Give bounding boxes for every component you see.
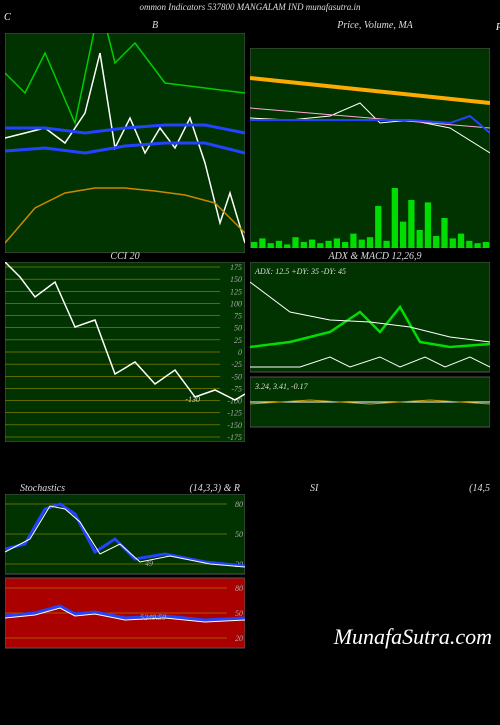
adx-title: ADX & MACD 12,26,9: [250, 251, 500, 262]
cci-chart: 1751501251007550250-25-50-75-100-125-150…: [0, 262, 250, 442]
bb-title: B: [152, 20, 158, 31]
svg-text:ADX: 12.5 +DY: 35 -DY: 45: ADX: 12.5 +DY: 35 -DY: 45: [254, 267, 346, 276]
svg-text:-75: -75: [231, 384, 242, 393]
adx-chart: ADX: 12.5 +DY: 35 -DY: 45 3.24, 3.41, -0.…: [250, 262, 500, 432]
header-title: ommon Indicators 537800 MANGALAM IND mun…: [140, 2, 361, 12]
stoch-chart: 805020498050205249.50: [0, 494, 250, 654]
rsi-title-right: (14,5: [469, 483, 500, 494]
svg-text:50: 50: [235, 530, 243, 539]
svg-text:49: 49: [145, 559, 153, 568]
svg-text:-150: -150: [227, 421, 242, 430]
svg-text:-125: -125: [227, 409, 242, 418]
svg-text:50: 50: [235, 609, 243, 618]
ma-chart: [250, 48, 500, 248]
svg-text:175: 175: [230, 263, 242, 272]
stoch-title-left: Stochastics: [20, 483, 65, 494]
svg-text:0: 0: [238, 348, 242, 357]
svg-text:125: 125: [230, 287, 242, 296]
ma-title: Price, Volume, MA: [250, 14, 500, 33]
svg-text:3.24, 3.41, -0.17: 3.24, 3.41, -0.17: [254, 382, 309, 391]
svg-text:20: 20: [235, 634, 243, 643]
svg-text:25: 25: [234, 336, 242, 345]
svg-text:50: 50: [234, 324, 242, 333]
svg-text:75: 75: [234, 312, 242, 321]
stoch-title-right: (14,3,3) & R: [189, 483, 250, 494]
svg-text:-175: -175: [227, 433, 242, 442]
svg-text:150: 150: [230, 275, 242, 284]
page-header: ommon Indicators 537800 MANGALAM IND mun…: [0, 0, 500, 14]
svg-text:5249.50: 5249.50: [140, 613, 166, 622]
bb-chart: [0, 33, 250, 253]
svg-text:80: 80: [235, 584, 243, 593]
svg-text:-25: -25: [231, 360, 242, 369]
svg-text:-50: -50: [231, 372, 242, 381]
svg-text:80: 80: [235, 500, 243, 509]
svg-text:100: 100: [230, 299, 242, 308]
cci-title: CCI 20: [0, 251, 250, 262]
watermark-text: MunafaSutra.com: [334, 624, 492, 650]
svg-text:-130: -130: [185, 395, 200, 404]
rsi-title-left: SI: [310, 483, 318, 494]
